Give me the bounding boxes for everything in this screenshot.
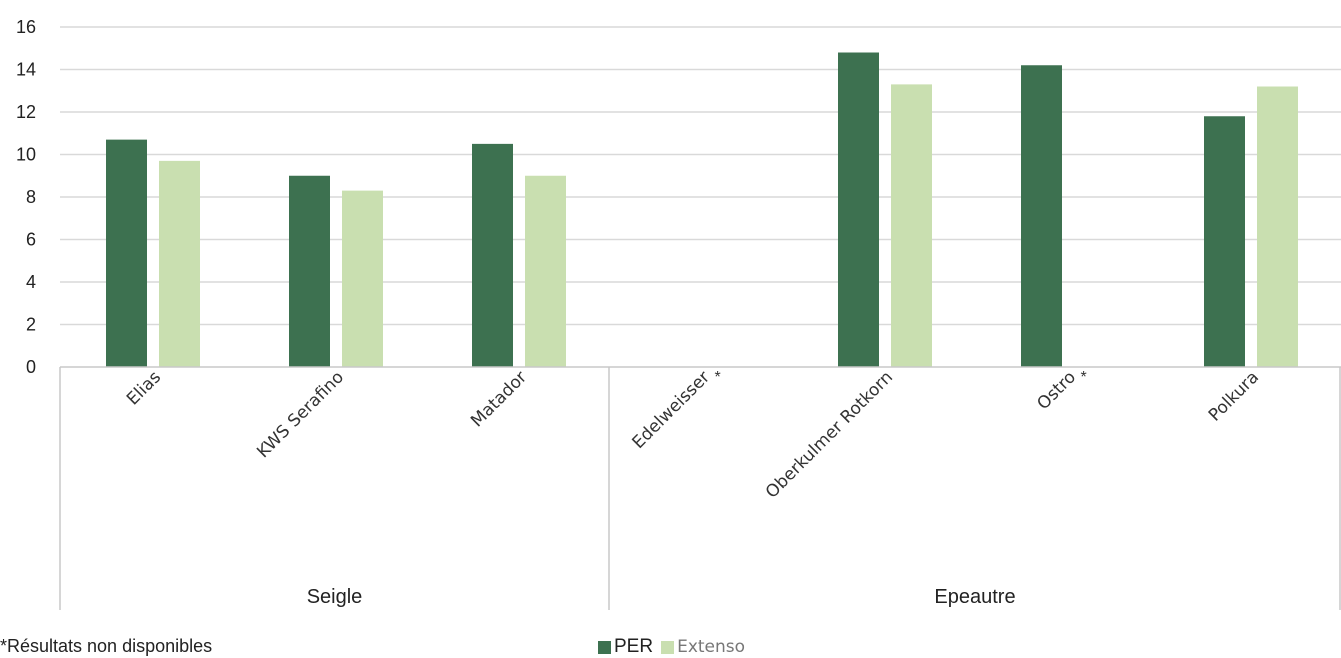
y-tick-label: 2 — [26, 315, 36, 335]
group-label: Seigle — [307, 586, 363, 608]
x-axis-group-labels: Seigle Epeautre — [307, 586, 1016, 608]
y-tick-label: 10 — [16, 145, 36, 165]
y-tick-label: 0 — [26, 357, 36, 377]
y-tick-label: 4 — [26, 272, 36, 292]
x-category-label: Polkura — [1205, 367, 1263, 425]
bar-per-polkura — [1204, 116, 1245, 367]
bar-per-matador — [472, 143, 513, 367]
x-category-label: Elias — [123, 367, 165, 409]
x-axis-category-labels: Elias KWS Serafino Matador Edelweisser * Ober… — [123, 367, 1263, 502]
y-tick-label: 14 — [16, 60, 36, 80]
bar-extenso-elias — [159, 160, 200, 367]
footnote: *Résultats non disponibles — [0, 636, 213, 656]
legend-label-extenso: Extenso — [677, 637, 746, 657]
legend-item-per: PER — [598, 636, 653, 658]
legend: PER Extenso — [598, 636, 753, 658]
bar-per-kws-serafino — [289, 175, 330, 367]
gridlines — [60, 26, 1341, 326]
bar-extenso-oberkulmer-rotkorn — [891, 84, 932, 367]
group-label: Epeautre — [934, 586, 1015, 608]
y-tick-label: 12 — [16, 102, 36, 122]
axes — [59, 366, 1341, 610]
bar-per-elias — [106, 139, 147, 367]
bar-per-ostro — [1021, 65, 1062, 367]
x-category-label: Oberkulmer Rotkorn — [762, 367, 897, 502]
y-tick-label: 6 — [26, 230, 36, 250]
legend-swatch-extenso — [661, 640, 675, 654]
bar-extenso-kws-serafino — [342, 190, 383, 367]
unavailable-marker: * — [1081, 369, 1087, 386]
bar-extenso-matador — [525, 175, 566, 367]
legend-swatch-per — [598, 640, 611, 654]
unavailable-marker: * — [715, 369, 721, 386]
bar-extenso-polkura — [1257, 86, 1298, 367]
legend-item-extenso: Extenso — [661, 637, 745, 657]
x-category-label: Edelweisser — [628, 367, 714, 453]
bars — [106, 52, 1298, 367]
y-tick-label: 8 — [26, 187, 36, 207]
y-axis-ticks: 0 2 4 6 8 10 12 14 16 — [16, 17, 36, 377]
x-category-label: KWS Serafino — [253, 367, 348, 462]
x-category-label: Ostro — [1033, 367, 1080, 414]
y-tick-label: 16 — [16, 17, 36, 37]
x-category-label: Matador — [467, 367, 531, 431]
bar-per-oberkulmer-rotkorn — [838, 52, 879, 367]
legend-label-per: PER — [614, 636, 654, 657]
